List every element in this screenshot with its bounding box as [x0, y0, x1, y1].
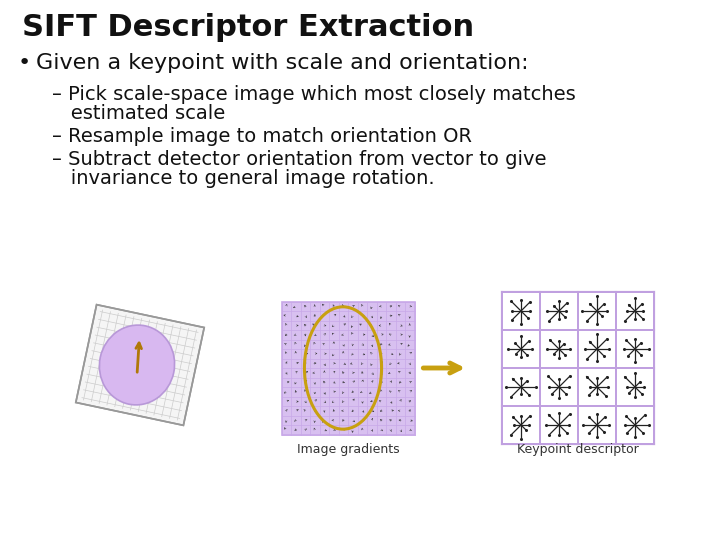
- Bar: [617, 331, 653, 367]
- Bar: [617, 293, 653, 329]
- Text: Image gradients: Image gradients: [297, 442, 400, 456]
- Bar: [579, 331, 615, 367]
- Bar: [579, 369, 615, 405]
- Text: Keypoint descriptor: Keypoint descriptor: [517, 442, 639, 456]
- Bar: [502, 292, 654, 444]
- Ellipse shape: [99, 325, 175, 405]
- Text: – Subtract detector orientation from vector to give: – Subtract detector orientation from vec…: [52, 150, 546, 169]
- Bar: [617, 369, 653, 405]
- Bar: [541, 369, 577, 405]
- Bar: [579, 293, 615, 329]
- Bar: [503, 407, 539, 443]
- Bar: [503, 369, 539, 405]
- Bar: [541, 331, 577, 367]
- Text: Given a keypoint with scale and orientation:: Given a keypoint with scale and orientat…: [36, 53, 528, 73]
- Text: invariance to general image rotation.: invariance to general image rotation.: [52, 169, 435, 188]
- Text: – Pick scale-space image which most closely matches: – Pick scale-space image which most clos…: [52, 85, 576, 104]
- Bar: [282, 301, 415, 435]
- Text: •: •: [18, 53, 31, 73]
- Bar: [503, 293, 539, 329]
- Bar: [541, 407, 577, 443]
- Polygon shape: [76, 305, 204, 426]
- Bar: [617, 407, 653, 443]
- Text: estimated scale: estimated scale: [52, 104, 225, 123]
- Text: SIFT Descriptor Extraction: SIFT Descriptor Extraction: [22, 13, 474, 42]
- Text: – Resample image to match orientation OR: – Resample image to match orientation OR: [52, 127, 472, 146]
- Bar: [579, 407, 615, 443]
- Bar: [541, 293, 577, 329]
- Bar: [503, 331, 539, 367]
